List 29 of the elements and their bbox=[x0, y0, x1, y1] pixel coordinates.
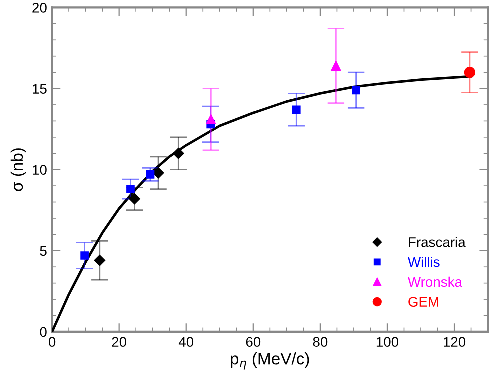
x-axis-title: p$_{η}$ (MeV/c) bbox=[231, 352, 310, 370]
y-tick-label: 15 bbox=[33, 84, 47, 94]
point bbox=[126, 185, 135, 194]
x-tick-label: 60 bbox=[246, 337, 261, 348]
point bbox=[94, 255, 106, 266]
point bbox=[129, 193, 140, 205]
legend-label: GEM bbox=[408, 297, 438, 307]
point bbox=[206, 114, 216, 124]
y-tick-label: 20 bbox=[32, 3, 47, 13]
y-tick-label: 10 bbox=[33, 165, 47, 176]
legend-label: Wronska bbox=[408, 276, 462, 288]
x-tick-label: 40 bbox=[178, 337, 194, 348]
x-tick-label: 0 bbox=[48, 337, 56, 348]
point bbox=[464, 67, 476, 78]
point bbox=[173, 148, 184, 160]
point bbox=[292, 106, 301, 114]
legend-label: Frascaria bbox=[409, 237, 466, 248]
x-tick-label: 100 bbox=[376, 337, 399, 348]
legend-label: Willis bbox=[408, 257, 440, 268]
point bbox=[352, 86, 360, 95]
point bbox=[331, 61, 342, 71]
y-axis-title: σ (nb) bbox=[10, 148, 26, 192]
x-tick-label: 80 bbox=[313, 337, 328, 348]
x-tick-label: 120 bbox=[444, 337, 466, 348]
x-tick-label: 20 bbox=[112, 337, 127, 348]
point bbox=[146, 170, 155, 179]
y-tick-label: 0 bbox=[40, 327, 47, 338]
point bbox=[80, 252, 89, 260]
y-tick-label: 5 bbox=[40, 246, 47, 256]
